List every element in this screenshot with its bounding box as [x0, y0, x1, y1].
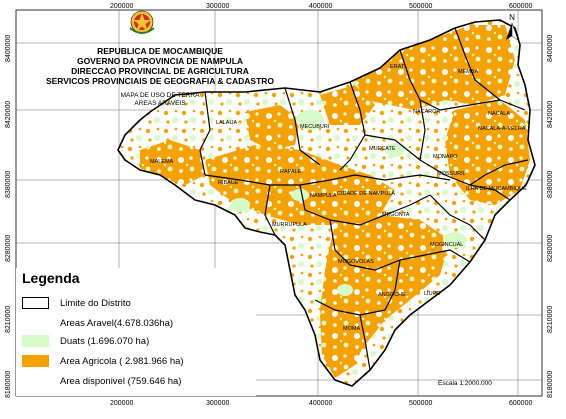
agri-zone-lalaua — [245, 105, 300, 150]
district-boundaries — [117, 19, 536, 387]
x-tick-top: 500000 — [409, 3, 432, 10]
x-axis-top: 200000 300000 400000 500000 600000 — [110, 3, 532, 10]
y-tick-right: 8180000 — [547, 371, 554, 398]
x-tick-top: 300000 — [206, 3, 229, 10]
district-label: MURRUPULA — [272, 222, 307, 228]
district-label: MECUBURI — [300, 124, 330, 130]
y-tick-left: 8280000 — [5, 235, 12, 262]
legend-label: Duats (1.696.070 ha) — [60, 335, 150, 347]
x-tick-bottom: 400000 — [309, 400, 332, 407]
district-labels: ERATI MEMBA NACAROA NACALA NACALA-A-VELH… — [150, 64, 527, 332]
map-header: REPUBLICA DE MOCAMBIQUE GOVERNO DA PROVI… — [46, 46, 274, 107]
legend-label: Limite do Distrito — [60, 297, 131, 309]
legend-title: Legenda — [22, 270, 80, 286]
district-label: MOSSURIL — [437, 171, 466, 177]
legend-item-district-boundary: Limite do Distrito — [22, 296, 131, 310]
north-label: N — [509, 13, 515, 22]
y-tick-left: 8210000 — [5, 306, 12, 333]
legend-item-arable-area: Areas Aravel(4.678.036ha) — [22, 316, 173, 330]
coat-of-arms-emblem — [129, 10, 155, 34]
district-label: CIDADE DE NAMPULA — [337, 191, 395, 197]
blank-swatch — [22, 375, 49, 387]
y-tick-right: 8210000 — [547, 306, 554, 333]
duat-patch — [291, 189, 309, 201]
scale-label: Escala 1:2000.000 — [438, 380, 492, 387]
legend-label: Area disponivel (759.646 ha) — [60, 375, 182, 387]
y-tick-right: 8380000 — [547, 171, 554, 198]
x-tick-bottom: 200000 — [110, 400, 133, 407]
district-label: MEMBA — [458, 69, 479, 75]
header-line-4: SERVICOS PROVINCIAIS DE GEOGRAFIA & CADA… — [46, 76, 274, 86]
duats-swatch — [22, 335, 49, 347]
y-tick-left: 8400000 — [5, 35, 12, 62]
district-label: ANGOCHE — [378, 292, 406, 298]
district-label: RIBAUE — [218, 180, 239, 186]
blank-swatch — [22, 317, 49, 329]
x-tick-bottom: 300000 — [206, 400, 229, 407]
x-tick-top: 600000 — [509, 3, 532, 10]
duat-patch — [296, 110, 324, 130]
district-label: ERATI — [390, 64, 406, 70]
duat-patch — [230, 198, 250, 212]
legend-label: Areas Aravel(4.678.036ha) — [60, 317, 174, 329]
district-label: MOGOVOLAS — [338, 259, 374, 265]
district-label: NACALA-A-VELHA — [478, 126, 526, 132]
y-axis-left: 8400000 8420000 8380000 8280000 8210000 … — [5, 35, 12, 398]
x-tick-top: 200000 — [110, 3, 133, 10]
y-tick-left: 8180000 — [5, 371, 12, 398]
district-label: LIUPO — [424, 291, 441, 297]
district-label: ILHA DE MOCAMBIQUE — [466, 186, 527, 192]
x-axis-bottom: 200000 300000 400000 500000 600000 — [110, 400, 532, 407]
north-arrow-icon: N — [506, 13, 519, 41]
legend-item-agricultural: Area Agricola ( 2.981.966 ha) — [22, 354, 184, 368]
district-label: MUECATE — [369, 146, 396, 152]
district-label: LALAUA — [216, 120, 237, 126]
district-label: MONAPO — [433, 154, 458, 160]
x-tick-bottom: 500000 — [409, 400, 432, 407]
header-line-5: MAPA DE USO DE TERRA — [121, 92, 201, 99]
agri-zone-moma — [320, 305, 370, 378]
legend-label: Area Agricola ( 2.981.966 ha) — [60, 355, 184, 367]
legend-item-duats: Duats (1.696.070 ha) — [22, 334, 149, 348]
agricultural-swatch — [22, 355, 49, 367]
district-label: NACAROA — [413, 109, 441, 115]
boundary-swatch — [22, 297, 49, 309]
district-label: MEGONTA — [382, 212, 410, 218]
district-label: MOMA — [343, 326, 360, 332]
y-tick-right: 8400000 — [547, 35, 554, 62]
header-line-6: AREAS ARAVEIS — [134, 100, 186, 107]
agri-zone-east — [445, 100, 530, 205]
legend-item-available: Area disponivel (759.646 ha) — [22, 374, 181, 388]
y-axis-right: 8400000 8420000 8380000 8280000 8210000 … — [547, 35, 554, 398]
district-label: NAMPULA — [310, 193, 337, 199]
y-tick-left: 8420000 — [5, 101, 12, 128]
duat-patch — [385, 143, 405, 157]
y-tick-left: 8380000 — [5, 171, 12, 198]
district-label: NACALA — [488, 111, 510, 117]
y-tick-right: 8420000 — [547, 101, 554, 128]
district-label: RAPALE — [280, 169, 302, 175]
x-tick-bottom: 600000 — [509, 400, 532, 407]
district-label: MOGINCUAL — [430, 242, 463, 248]
header-line-3: DIRECCAO PROVINCIAL DE AGRICULTURA — [71, 66, 249, 76]
duat-patch — [337, 284, 353, 296]
header-line-1: REPUBLICA DE MOCAMBIQUE — [97, 46, 223, 56]
x-tick-top: 400000 — [309, 3, 332, 10]
duat-patch — [443, 232, 467, 248]
district-label: MALEMA — [150, 159, 174, 165]
header-line-2: GOVERNO DA PROVINCIA DE NAMPULA — [77, 56, 243, 66]
map-legend: Legenda Limite do Distrito Areas Aravel(… — [16, 268, 256, 396]
agri-zone-north — [355, 25, 515, 110]
y-tick-right: 8280000 — [547, 235, 554, 262]
